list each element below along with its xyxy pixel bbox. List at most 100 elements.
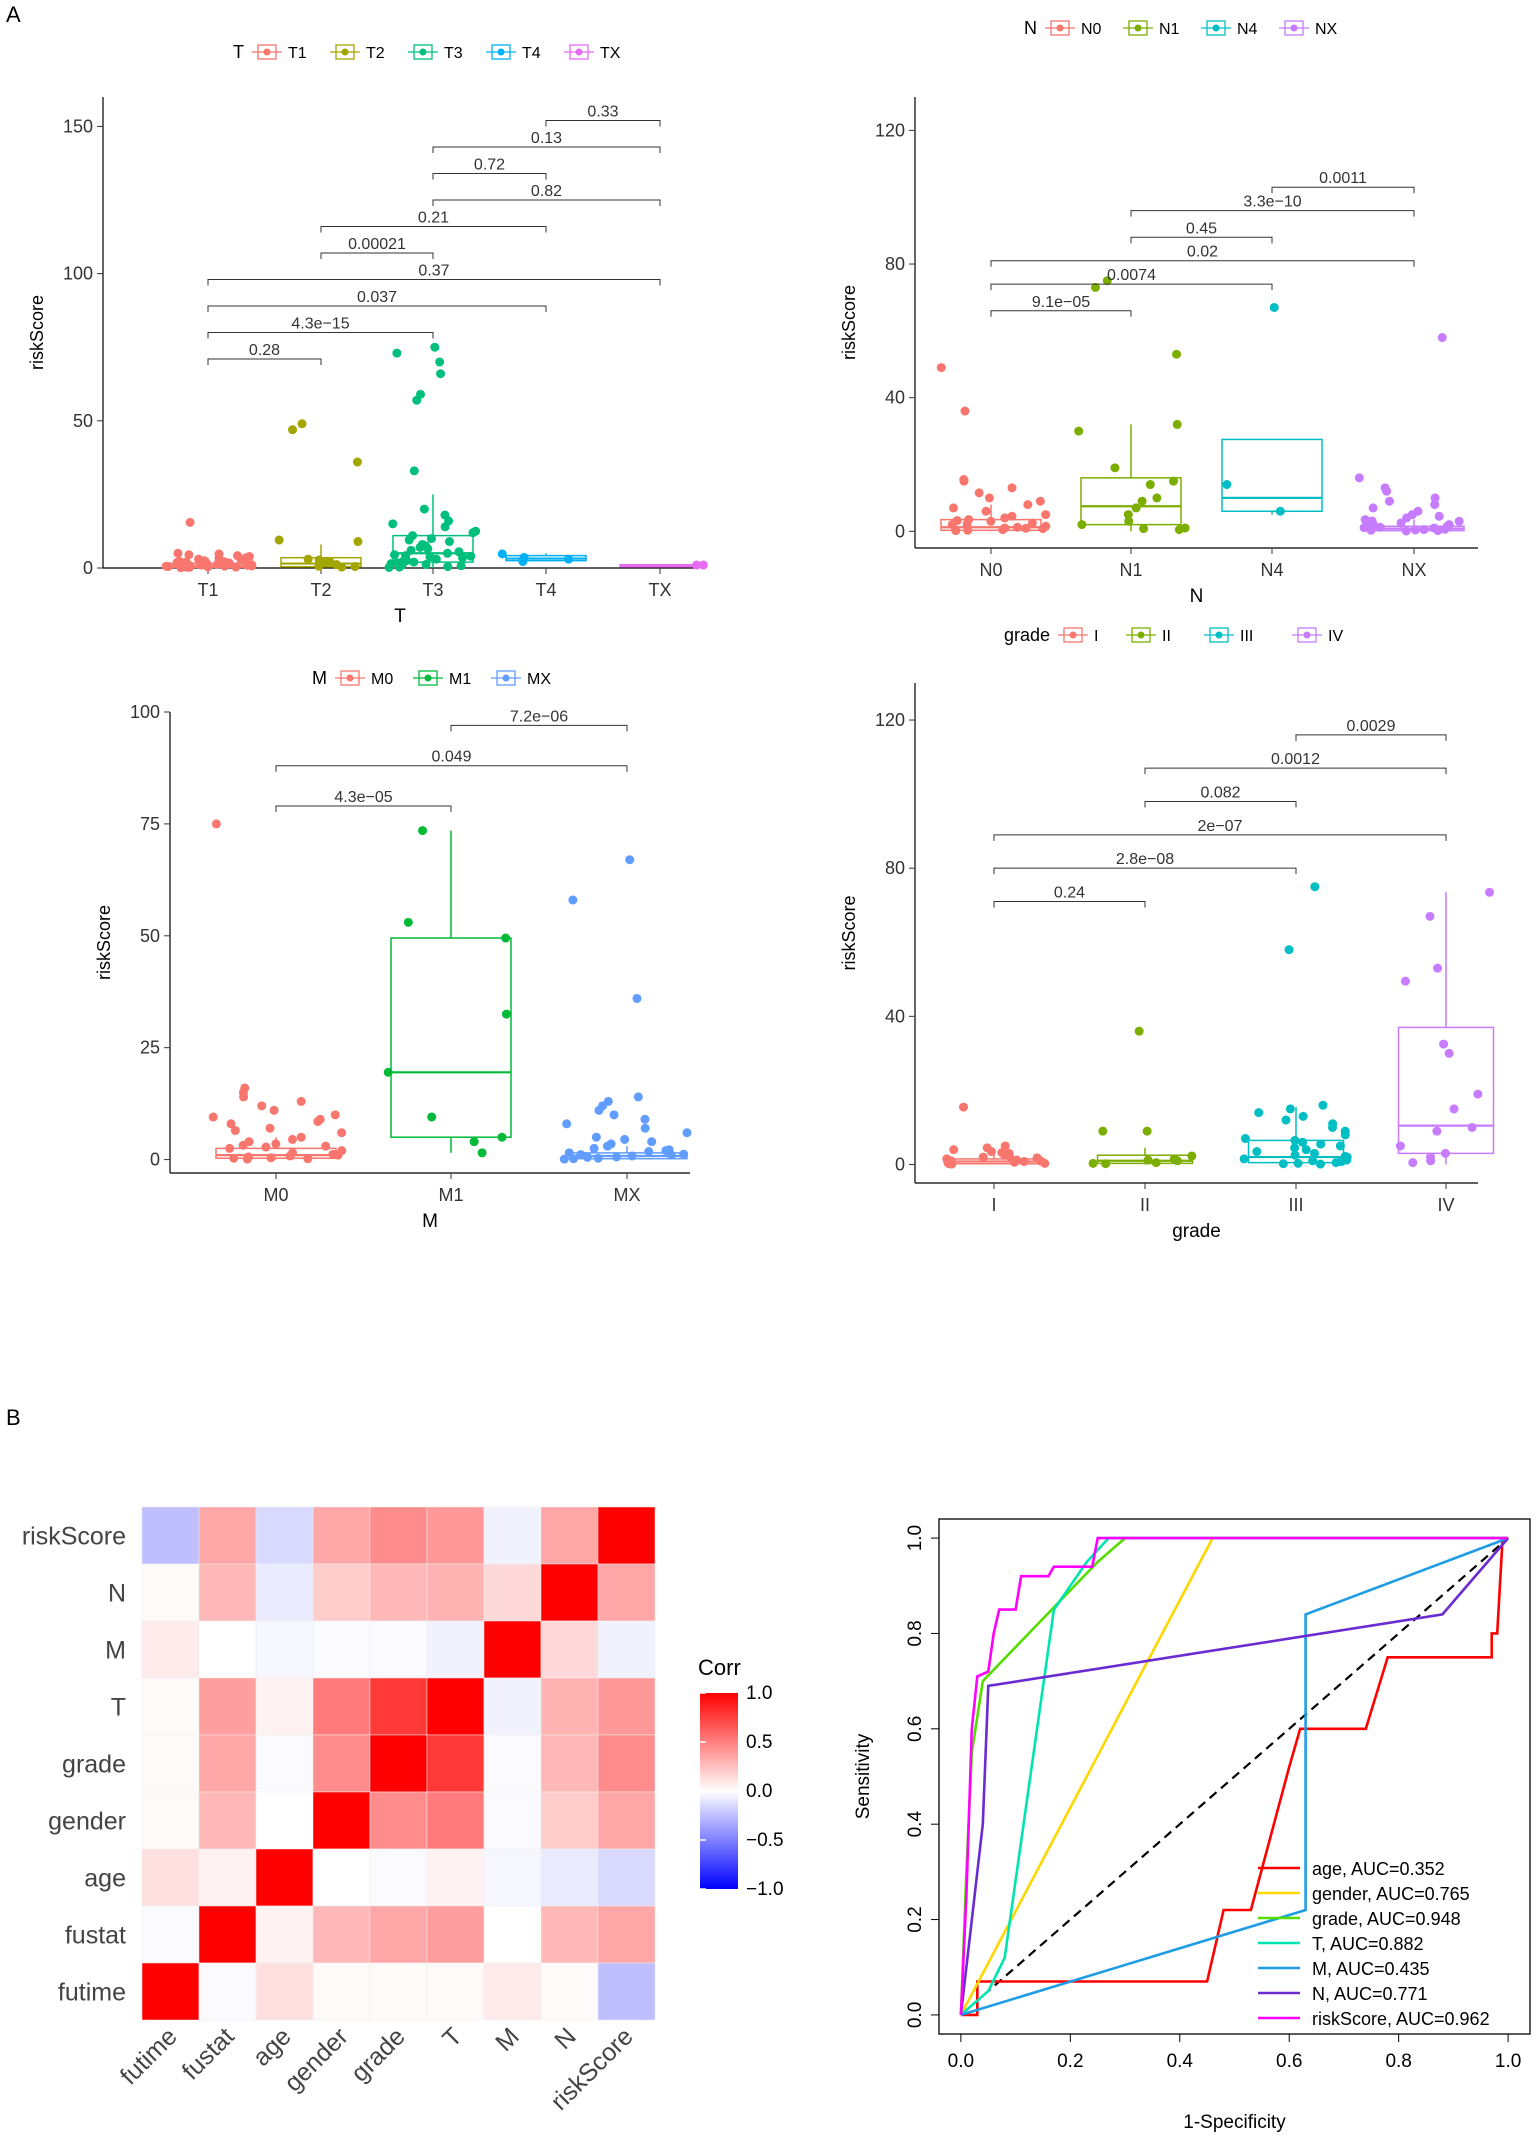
boxN-point-N0 [959, 476, 969, 486]
boxM-y-label: riskScore [94, 905, 114, 980]
boxGrade-legend-title: grade [1004, 625, 1050, 645]
boxM-point-MX [644, 1147, 654, 1157]
boxN-legend-label: NX [1315, 21, 1338, 38]
boxN-x-tick-label: NX [1401, 560, 1426, 580]
heatmap-cell [540, 1905, 599, 1964]
boxGrade-point-IV [1484, 887, 1494, 897]
boxN-legend-label: N1 [1159, 21, 1180, 38]
heatmap-cell [597, 1848, 656, 1907]
heatmap-row-label: riskScore [22, 1523, 126, 1551]
boxGrade-point-III [1293, 1158, 1303, 1168]
heatmap-cell [141, 1506, 200, 1565]
boxN-point-N1 [1139, 524, 1149, 534]
heatmap-row-label: M [105, 1637, 126, 1665]
boxT-point-T3 [430, 342, 440, 352]
heatmap-cell [426, 1506, 485, 1565]
boxN-point-N0 [952, 516, 962, 526]
boxM-point-M0 [261, 1142, 271, 1152]
heatmap-cell [369, 1791, 428, 1850]
roc-legend-label: grade, AUC=0.948 [1312, 1909, 1461, 1929]
heatmap-cell [483, 1734, 542, 1793]
heatmap-cell [141, 1848, 200, 1907]
boxT-y-tick-label: 50 [73, 411, 93, 431]
heatmap-cell [426, 1791, 485, 1850]
heatmap-row-label: gender [48, 1808, 126, 1836]
boxM-point-M1 [427, 1112, 437, 1122]
heatmap-cell [483, 1848, 542, 1907]
boxT-point-T2 [314, 555, 324, 565]
boxN-point-N1 [1077, 520, 1087, 530]
boxN-point-N0 [1012, 522, 1022, 532]
boxGrade-point-I [947, 1159, 957, 1169]
roc-reference-line [960, 1537, 1509, 2016]
boxM-point-MX [620, 1134, 630, 1144]
boxGrade-point-I [958, 1102, 968, 1112]
heatmap-cell [540, 1791, 599, 1850]
boxGrade-legend-key-dot [1303, 631, 1311, 639]
boxGrade-point-III [1285, 1104, 1295, 1114]
heatmap-cell [255, 1905, 314, 1964]
heatmap-row-label: futime [58, 1979, 126, 2007]
boxT-point-T1 [185, 561, 195, 571]
heatmap-col-label: age [247, 2022, 296, 2071]
boxM-point-M0 [257, 1101, 267, 1111]
boxM-point-MX [603, 1141, 613, 1151]
boxGrade-point-IV [1433, 963, 1443, 973]
heatmap-cell [597, 1734, 656, 1793]
boxGrade-point-IV [1444, 1048, 1454, 1058]
boxT-comparison-pvalue: 0.037 [357, 289, 397, 306]
boxGrade-point-IV [1432, 1126, 1442, 1136]
boxM-point-M0 [238, 1140, 248, 1150]
roc-curve [959, 1537, 1510, 2016]
boxM-legend-label: M0 [371, 671, 393, 688]
boxN-legend-key-dot [1056, 24, 1064, 32]
boxT-point-T3 [401, 551, 411, 561]
boxT-comparison-bracket [432, 146, 661, 154]
boxGrade-point-IV [1473, 1089, 1483, 1099]
boxM-point-MX [640, 1114, 650, 1124]
heatmap-cell [597, 1563, 656, 1622]
boxM-point-M0 [269, 1105, 279, 1115]
boxM-comparison-pvalue: 4.3e−05 [334, 789, 392, 806]
boxM-y-tick-label: 75 [140, 814, 160, 834]
heatmap-col-label: futime [115, 2022, 183, 2090]
boxGrade-point-II [1172, 1156, 1182, 1166]
boxM-point-M0 [266, 1153, 276, 1163]
boxGrade-legend-key-dot [1069, 631, 1077, 639]
boxGrade-point-III [1298, 1111, 1308, 1121]
boxGrade-point-III [1290, 1135, 1300, 1145]
roc-x-tick-label: 1.0 [1495, 2051, 1521, 2072]
boxN-point-NX [1375, 522, 1385, 532]
boxT-comparison-pvalue: 4.3e−15 [291, 316, 349, 333]
boxGrade-point-III [1331, 1158, 1341, 1168]
boxN-point-N0 [974, 488, 984, 498]
boxM-point-M1 [403, 917, 413, 927]
boxT-point-T1 [247, 561, 257, 571]
boxGrade-point-IV [1449, 1104, 1459, 1114]
boxN-comparison-pvalue: 0.0074 [1107, 267, 1156, 284]
boxT-point-T3 [426, 534, 436, 544]
boxGrade-point-III [1301, 1145, 1311, 1155]
boxGrade-point-IV [1440, 1148, 1450, 1158]
boxGrade-legend-label: I [1094, 628, 1098, 645]
heatmap-cell [312, 1734, 371, 1793]
heatmap-cell [255, 1848, 314, 1907]
heatmap-cell [369, 1848, 428, 1907]
heatmap-cell [483, 1905, 542, 1964]
roc-frame [938, 1518, 1531, 2035]
boxM-point-MX [633, 1092, 643, 1102]
roc-legend-label: N, AUC=0.771 [1312, 1984, 1428, 2004]
boxT-legend-key-dot [497, 48, 505, 56]
boxN-point-NX [1359, 523, 1369, 533]
boxM-point-M1 [383, 1067, 393, 1077]
boxT-y-label: riskScore [27, 295, 47, 370]
boxGrade-point-II [1151, 1158, 1161, 1168]
boxGrade-point-IV [1425, 911, 1435, 921]
boxT-point-T3 [384, 562, 394, 572]
boxGrade-point-III [1318, 1100, 1328, 1110]
boxN-point-N0 [936, 363, 946, 373]
boxT-x-tick-label: T3 [422, 580, 443, 600]
boxGrade-point-II [1187, 1151, 1197, 1161]
boxN-point-N0 [948, 503, 958, 513]
